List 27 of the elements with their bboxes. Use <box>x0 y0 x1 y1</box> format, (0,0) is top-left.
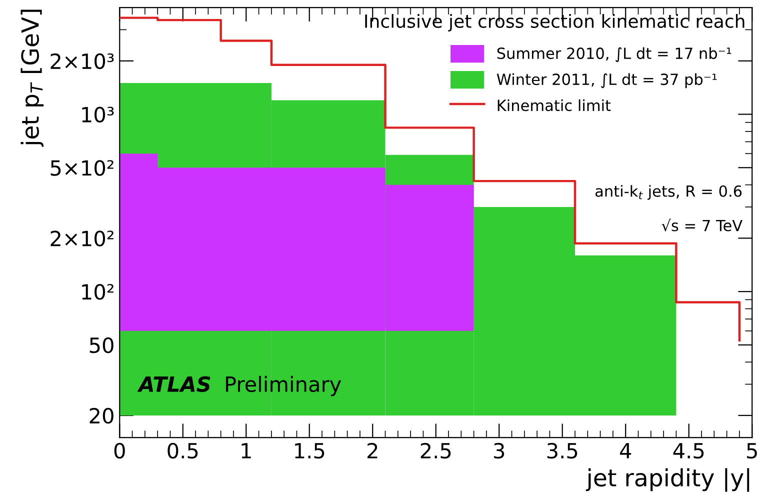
y-tick-label: 2×10² <box>50 230 114 246</box>
y-tick-label: 10² <box>82 284 114 300</box>
x-tick-label: 4 <box>620 443 632 458</box>
y-axis-title: jet p$_{T}$ [GeV] <box>20 10 44 147</box>
annotation: √s = 7 TeV <box>662 218 742 232</box>
y-tick-label: 20 <box>90 408 114 424</box>
legend-label: Winter 2011, ∫L dt = 37 pb⁻¹ <box>496 73 717 88</box>
x-tick-label: 5 <box>747 443 757 459</box>
x-tick-label: 2 <box>368 442 378 458</box>
annotation: ATLAS Preliminary <box>137 376 342 396</box>
y-tick-label: 50 <box>90 337 114 354</box>
x-tick-label: 3.5 <box>547 442 578 459</box>
x-axis-title: jet rapidity |y| <box>586 468 750 492</box>
annotation: anti-k$_{t}$ jets, R = 0.6 <box>595 185 742 200</box>
legend-label: Summer 2010, ∫L dt = 17 nb⁻¹ <box>497 47 732 62</box>
y-tick-label: 2×10³ <box>50 53 114 70</box>
y-tick-label: 5×10² <box>50 160 114 176</box>
x-tick-label: 2.5 <box>420 442 451 459</box>
x-tick-label: 3 <box>494 442 504 459</box>
x-tick-label: 1.5 <box>295 443 324 459</box>
x-tick-label: 0 <box>114 442 125 459</box>
x-tick-label: 0.5 <box>168 442 198 459</box>
x-tick-label: 1 <box>242 443 251 458</box>
y-tick-label: 10³ <box>82 106 114 122</box>
x-tick-label: 4.5 <box>673 443 704 459</box>
annotation: Inclusive jet cross section kinematic reach <box>365 14 744 32</box>
legend-label: Kinematic limit <box>498 99 611 112</box>
